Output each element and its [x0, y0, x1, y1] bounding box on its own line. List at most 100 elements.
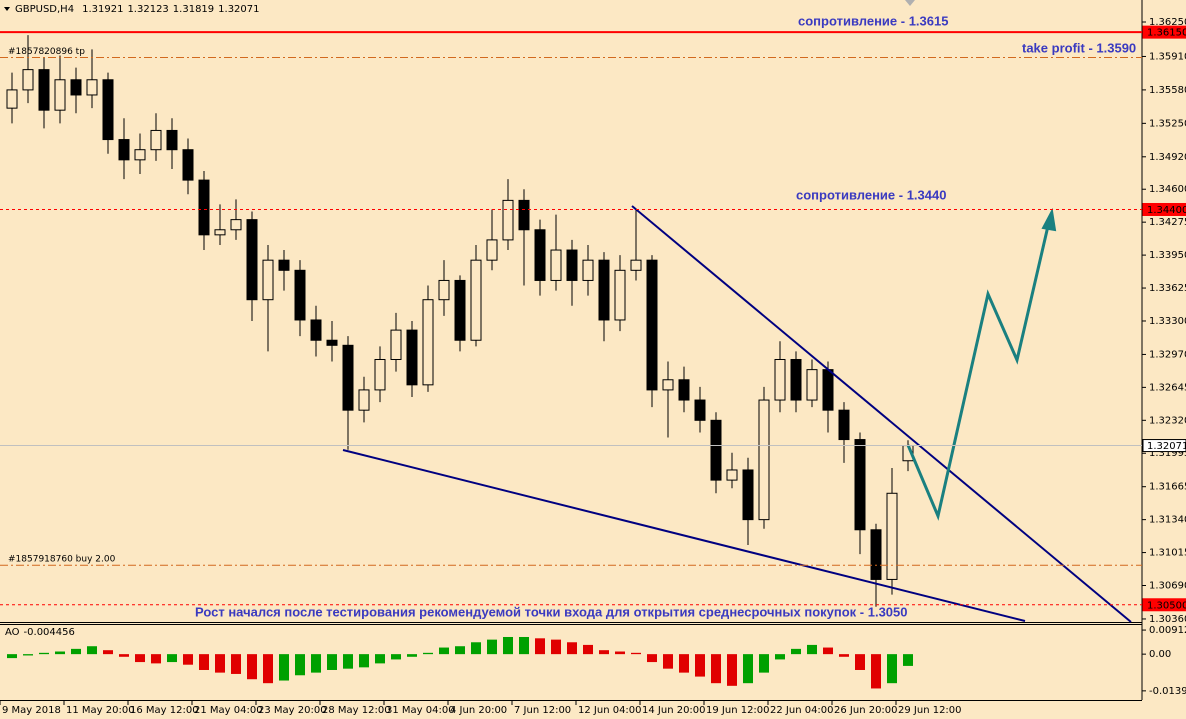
- x-tick-label: 23 May 20:00: [258, 705, 327, 716]
- candle-body: [886, 492, 898, 580]
- candle-body: [134, 149, 146, 161]
- candle-body: [806, 369, 818, 401]
- candle-body: [166, 129, 178, 151]
- ao-bar: [727, 654, 737, 686]
- candle-body: [742, 469, 754, 521]
- ao-bar: [599, 650, 609, 655]
- ao-bar: [119, 654, 129, 657]
- candle-body: [710, 419, 722, 481]
- ao-bar: [823, 647, 833, 655]
- candle-body: [854, 439, 866, 531]
- candle-body: [118, 139, 130, 161]
- candle-body: [486, 239, 498, 261]
- y-tick-label: 1.31340: [1149, 515, 1186, 526]
- header-low: 1.31819: [173, 4, 214, 15]
- y-tick-label: 1.33950: [1149, 250, 1186, 261]
- ao-bar: [279, 654, 289, 681]
- candle-body: [246, 219, 258, 301]
- ao-tick-label: -0.013907: [1149, 686, 1186, 697]
- forecast-path: [906, 225, 1050, 521]
- candle-body: [182, 149, 194, 181]
- ao-bar: [311, 654, 321, 673]
- price-label: 1.36150: [1147, 28, 1186, 39]
- ao-bar: [183, 654, 193, 665]
- candle-body: [6, 89, 18, 109]
- ao-bar: [247, 654, 257, 680]
- y-tick-label: 1.34920: [1149, 152, 1186, 163]
- candle-body: [790, 358, 802, 401]
- price-label: 1.32071: [1147, 441, 1186, 452]
- candle-body: [470, 259, 482, 341]
- candle-body: [838, 409, 850, 441]
- candle-body: [150, 129, 162, 151]
- x-tick-label: 16 May 12:00: [130, 705, 199, 716]
- candle-body: [358, 389, 370, 411]
- ao-bar: [71, 648, 81, 655]
- indicator-name: AO: [5, 627, 20, 638]
- y-tick-label: 1.33300: [1149, 316, 1186, 327]
- ao-bar: [327, 654, 337, 670]
- candle-body: [326, 339, 338, 346]
- grid-layer: 1.36250 1.35910 1.35580 1.35250 1.34920 1.346…: [0, 17, 1186, 716]
- candle-layer: [6, 35, 914, 689]
- ao-bar: [615, 651, 625, 655]
- candle-body: [454, 279, 466, 341]
- ao-bar: [55, 651, 65, 655]
- ao-bar: [359, 654, 369, 668]
- ao-bar: [391, 654, 401, 660]
- ao-bar: [439, 647, 449, 655]
- ao-bar: [663, 654, 673, 669]
- ao-bar: [23, 654, 33, 656]
- symbol: GBPUSD,H4: [15, 4, 74, 15]
- ao-bar: [199, 654, 209, 670]
- forecast-arrowhead: [1041, 207, 1057, 232]
- candle-body: [694, 399, 706, 421]
- candle-body: [870, 529, 882, 580]
- header-open: 1.31921: [82, 4, 123, 15]
- candle-body: [822, 369, 834, 411]
- candle-body: [534, 229, 546, 281]
- ao-bar: [855, 654, 865, 670]
- ao-bar: [167, 654, 177, 663]
- price-label-box: [1142, 202, 1186, 216]
- x-tick-label: 28 May 12:00: [322, 705, 391, 716]
- x-tick-label: 7 Jun 12:00: [514, 705, 571, 716]
- ao-bar: [887, 654, 897, 684]
- ao-bar: [215, 654, 225, 673]
- candle-body: [502, 199, 514, 241]
- annotation: сопротивление - 1.3440: [796, 187, 946, 202]
- ao-bar: [743, 654, 753, 684]
- ao-bar: [7, 654, 17, 659]
- candle-body: [614, 269, 626, 321]
- x-tick-label: 14 Jun 20:00: [642, 705, 706, 716]
- support-trendline: [342, 449, 1026, 622]
- ao-bar: [151, 654, 161, 664]
- candle-body: [390, 329, 402, 360]
- candle-body: [518, 199, 530, 231]
- ao-bar: [375, 654, 385, 664]
- x-tick-label: 4 Jun 20:00: [450, 705, 507, 716]
- y-tick-label: 1.32970: [1149, 349, 1186, 360]
- ao-bar: [39, 652, 49, 655]
- candle-body: [726, 469, 738, 481]
- ao-bar: [103, 650, 113, 655]
- x-tick-label: 11 May 20:00: [66, 705, 135, 716]
- y-tick-label: 1.32320: [1149, 415, 1186, 426]
- ao-bar: [231, 654, 241, 674]
- menu-triangle: [4, 7, 10, 11]
- candle-body: [374, 358, 386, 391]
- ao-bar: [343, 654, 353, 669]
- indicator-value: -0.004456: [24, 627, 75, 638]
- candle-body: [582, 259, 594, 281]
- price-label: 1.30500: [1147, 600, 1186, 611]
- candle-body: [406, 329, 418, 386]
- y-tick-label: 1.31995: [1149, 448, 1186, 459]
- price-label-box: [1142, 439, 1186, 453]
- candle-body: [310, 319, 322, 341]
- price-label: 1.34400: [1147, 205, 1186, 216]
- ao-bar: [487, 639, 497, 655]
- y-tick-label: 1.32645: [1149, 382, 1186, 393]
- overlay-layer: 1.36150 1.34400 1.32071 1.30500 #1857820896 …: [0, 13, 1186, 619]
